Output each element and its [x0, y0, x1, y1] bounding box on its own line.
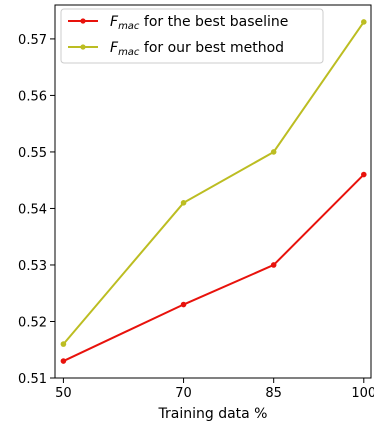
y-tick-label: 0.55 — [18, 146, 47, 161]
x-axis-ticks: 50 70 85 100 — [55, 378, 374, 401]
y-tick-label: 0.52 — [18, 315, 47, 330]
y-tick-label: 0.53 — [18, 259, 47, 274]
legend-marker-ours — [80, 44, 86, 50]
y-tick-label: 0.54 — [18, 202, 47, 217]
x-tick-label: 70 — [175, 386, 192, 401]
x-tick-label: 100 — [351, 386, 374, 401]
y-tick-label: 0.57 — [18, 33, 47, 48]
legend-box — [60, 8, 324, 64]
series-line-baseline — [62, 173, 365, 362]
x-tick-label: 50 — [55, 386, 72, 401]
y-tick-label: 0.51 — [18, 372, 47, 387]
legend-label-ours-sub: mac — [118, 47, 140, 58]
series-layer — [60, 19, 367, 364]
y-axis-ticks: 0.51 0.52 0.53 0.54 0.55 0.56 0.57 — [18, 33, 55, 387]
legend-marker-baseline — [80, 18, 86, 24]
y-tick-label: 0.56 — [18, 89, 47, 104]
legend-label-baseline-rest: for the best baseline — [139, 14, 288, 30]
legend-label-baseline-f: F — [110, 14, 119, 30]
data-point-ours — [360, 19, 367, 25]
data-point-ours — [60, 341, 67, 347]
x-axis-title: Training data % — [158, 406, 268, 421]
legend-label-baseline: Fmac for the best baseline — [110, 14, 288, 32]
legend-label-ours-f: F — [110, 40, 119, 56]
data-point-baseline — [360, 171, 367, 178]
legend: Fmac for the best baseline Fmac for our … — [60, 8, 324, 64]
legend-label-ours: Fmac for our best method — [110, 40, 284, 58]
legend-label-ours-rest: for our best method — [139, 40, 284, 56]
x-tick-label: 85 — [265, 386, 282, 401]
data-point-baseline — [60, 358, 67, 364]
data-point-ours — [270, 149, 277, 155]
plot-frame — [54, 4, 372, 379]
legend-label-baseline-sub: mac — [118, 21, 140, 32]
data-point-baseline — [180, 301, 187, 308]
data-point-ours — [180, 200, 187, 206]
data-point-baseline — [270, 262, 277, 268]
series-line-ours — [62, 21, 365, 345]
